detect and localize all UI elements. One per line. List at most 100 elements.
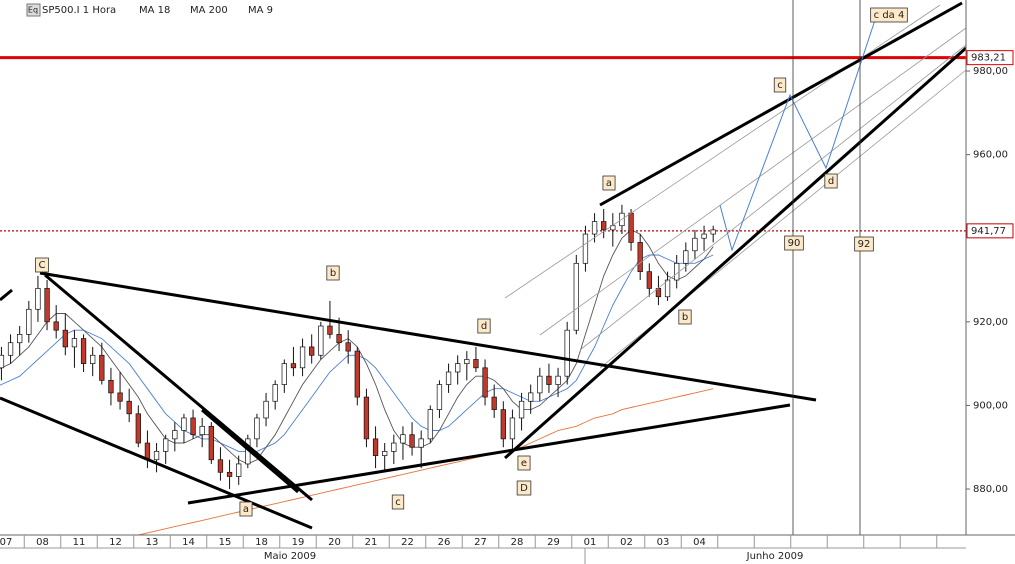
candle-body xyxy=(692,237,698,252)
annotation-box xyxy=(773,77,787,93)
x-tick-label: 22 xyxy=(401,537,414,548)
y-tick-label: 980,00 xyxy=(973,66,1008,77)
annotations: Cb d a c d b e Da c c da 4 90 92 xyxy=(35,7,908,517)
annotation: b xyxy=(678,309,692,325)
price-level-label: 941,77 xyxy=(971,226,1006,237)
candle-body xyxy=(90,354,96,364)
candle-body xyxy=(464,359,470,364)
annotation-label: d xyxy=(828,176,834,187)
annotation-label: d xyxy=(481,321,487,332)
price-level-box xyxy=(966,223,1014,239)
candle-body xyxy=(382,451,388,456)
x-tick-label: 01 xyxy=(584,537,597,548)
candle-body xyxy=(226,471,233,477)
y-tick-label: 920,00 xyxy=(973,317,1008,328)
annotation-box xyxy=(824,173,838,189)
annotation-box xyxy=(602,175,616,191)
candle-body xyxy=(555,375,561,385)
legend-item[interactable]: MA 200 xyxy=(190,5,228,16)
annotation-label: c xyxy=(777,80,783,91)
candle-body xyxy=(537,375,543,394)
annotation-label: e xyxy=(521,458,527,469)
candle-body xyxy=(710,229,716,235)
legend-item[interactable]: MA 9 xyxy=(248,5,273,16)
annotation: b xyxy=(326,265,340,281)
candle-body xyxy=(153,451,160,461)
candle-body xyxy=(354,350,360,398)
candle-body xyxy=(518,400,525,419)
trend-line xyxy=(0,288,13,302)
plot xyxy=(0,56,966,536)
moving-average xyxy=(0,254,714,452)
annotation-label: 92 xyxy=(858,239,871,250)
candle-body xyxy=(254,417,260,440)
annotation-label: b xyxy=(682,312,688,323)
trend-line xyxy=(187,403,791,505)
x-tick-label: 13 xyxy=(146,537,159,548)
month-label: Junho 2009 xyxy=(746,551,804,562)
annotation-label: c xyxy=(395,497,401,508)
candle-body xyxy=(163,438,169,452)
candle-body xyxy=(591,221,598,235)
annotation-box xyxy=(391,494,405,510)
x-tick-label: 11 xyxy=(73,537,86,548)
x-tick-label: 08 xyxy=(36,537,49,548)
candle-body xyxy=(318,325,324,356)
x-tick-label: 21 xyxy=(365,537,378,548)
candle-body xyxy=(44,288,50,323)
candle-body xyxy=(299,346,306,369)
x-tick-label: 03 xyxy=(657,537,670,548)
candle-body xyxy=(491,396,497,410)
candle-body xyxy=(564,329,570,377)
annotation: D xyxy=(516,480,532,496)
projection-path xyxy=(719,19,876,252)
candle-body xyxy=(327,325,333,335)
time-axis xyxy=(0,535,1015,564)
candle-body xyxy=(601,221,607,231)
trend-line xyxy=(39,271,817,402)
legend-item[interactable]: SP500.I 1 Hora xyxy=(42,5,116,16)
icon xyxy=(26,3,41,17)
candle-body xyxy=(345,342,351,352)
candle-body xyxy=(35,288,41,310)
candle-body xyxy=(263,400,269,419)
annotation-box xyxy=(854,236,874,252)
candle-body xyxy=(400,434,406,444)
candle-body xyxy=(236,463,242,477)
annotation-label: c da 4 xyxy=(874,10,905,21)
x-tick-label: 28 xyxy=(511,537,524,548)
trend-line xyxy=(201,408,299,494)
candle-body xyxy=(418,438,424,448)
candle-body xyxy=(71,338,78,348)
candle-body xyxy=(199,425,205,436)
candle-body xyxy=(436,384,443,410)
annotation-label: b xyxy=(330,268,336,279)
channel-line xyxy=(579,44,967,351)
candle-body xyxy=(0,354,5,369)
candle-body xyxy=(53,321,59,331)
candle-body xyxy=(290,363,297,369)
trend-lines xyxy=(0,0,967,535)
annotation-box xyxy=(35,257,49,273)
price-axis xyxy=(966,0,1015,564)
x-tick-label: 29 xyxy=(547,537,560,548)
candle-body xyxy=(427,409,433,440)
candle-body xyxy=(546,375,552,385)
x-tick-label: 07 xyxy=(0,537,12,548)
annotation-box xyxy=(870,7,908,23)
candle-body xyxy=(664,279,671,298)
candle-body xyxy=(455,363,461,373)
candle-body xyxy=(135,413,141,444)
legend-item[interactable]: MA 18 xyxy=(139,5,170,16)
x-tick-label: 02 xyxy=(620,537,633,548)
candle-body xyxy=(701,233,707,239)
candle-body xyxy=(336,334,342,344)
month-label: Maio 2009 xyxy=(264,551,316,562)
candle-body xyxy=(482,367,488,398)
candle-body xyxy=(190,417,196,436)
candle-body xyxy=(80,338,87,364)
trend-line xyxy=(0,396,313,530)
candle-body xyxy=(637,242,643,273)
annotation: a xyxy=(239,501,253,517)
x-tick-label: 04 xyxy=(693,537,706,548)
